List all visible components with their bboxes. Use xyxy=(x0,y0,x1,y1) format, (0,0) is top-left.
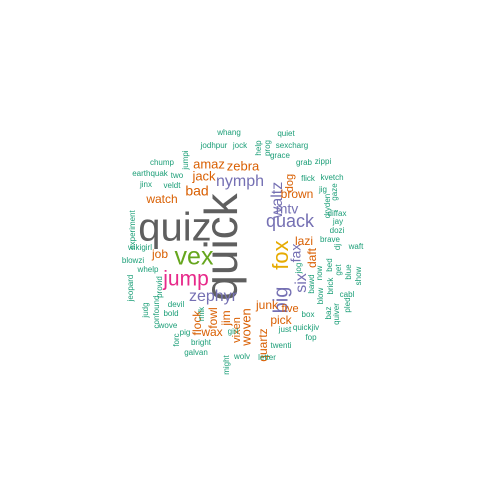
word-box: box xyxy=(302,310,315,319)
word-jock: jock xyxy=(232,141,248,150)
word-kvetch: kvetch xyxy=(320,173,343,182)
word-zebra: zebra xyxy=(227,158,260,173)
word-big: big xyxy=(270,287,292,314)
word-mtv: mtv xyxy=(276,201,299,217)
word-flock: flock xyxy=(190,310,204,336)
word-dozi: dozi xyxy=(330,226,345,235)
word-bold: bold xyxy=(163,309,178,318)
word-veldt: veldt xyxy=(164,181,182,190)
word-six: six xyxy=(293,273,310,293)
word-brick: brick xyxy=(326,277,335,295)
word-amaz: amaz xyxy=(193,156,225,171)
word-waft: waft xyxy=(348,242,364,251)
word-two: two xyxy=(171,171,184,180)
word-vex: vex xyxy=(175,243,214,271)
word-blue: blue xyxy=(344,264,353,280)
word-girl: girl xyxy=(228,327,239,336)
word-jim: jim xyxy=(219,310,233,326)
word-quick: quick xyxy=(195,192,247,300)
word-jumpi: jumpi xyxy=(181,150,190,170)
word-whelp: whelp xyxy=(137,265,159,274)
word-quack: quack xyxy=(266,211,315,231)
word-show: show xyxy=(354,266,363,285)
word-fowl: fowl xyxy=(206,307,220,328)
word-pick: pick xyxy=(270,313,292,327)
word-twenti: twenti xyxy=(271,341,292,350)
word-jay: jay xyxy=(332,217,343,226)
word-prog: prog xyxy=(263,140,272,156)
word-bed: bed xyxy=(325,258,334,271)
word-whang: whang xyxy=(216,128,241,137)
word-devil: devil xyxy=(168,300,185,309)
word-cabl: cabl xyxy=(340,290,355,299)
word-gaze: gaze xyxy=(330,183,339,201)
word-dryden: dryden xyxy=(323,194,332,218)
word-brave: brave xyxy=(320,235,341,244)
word-wikigirl: wikigirl xyxy=(127,243,152,252)
word-wolv: wolv xyxy=(233,352,250,361)
word-dj: dj xyxy=(333,244,342,250)
word-now: now xyxy=(315,265,324,280)
word-bad: bad xyxy=(185,183,208,199)
word-sexcharg: sexcharg xyxy=(276,141,308,150)
word-watch: watch xyxy=(145,192,177,206)
word-jodhpur: jodhpur xyxy=(200,141,228,150)
word-earthquak: earthquak xyxy=(132,169,169,178)
word-confound: confound xyxy=(152,296,161,329)
word-blowzi: blowzi xyxy=(122,256,144,265)
word-bawd: bawd xyxy=(307,274,316,293)
word-fax: fax xyxy=(288,244,304,263)
word-quickjiv: quickjiv xyxy=(293,323,319,332)
word-grace: grace xyxy=(270,151,291,160)
word-milk: milk xyxy=(197,306,206,321)
word-grab: grab xyxy=(296,158,313,167)
word-pled: pled xyxy=(343,297,352,312)
word-provid: provid xyxy=(155,276,164,298)
word-fox: fox xyxy=(268,240,293,269)
word-pig: pig xyxy=(180,328,191,337)
word-zippi: zippi xyxy=(315,157,332,166)
word-daft: daft xyxy=(305,247,319,268)
word-job: job xyxy=(151,247,168,261)
word-quiz: quiz xyxy=(138,206,211,250)
word-jig: jig xyxy=(318,185,327,194)
word-vixen: vixen xyxy=(231,317,243,343)
word-letter: letter xyxy=(258,353,276,362)
word-judg: judg xyxy=(141,302,150,318)
word-galvan: galvan xyxy=(184,348,208,357)
word-quartz: quartz xyxy=(256,328,270,361)
word-get: get xyxy=(334,264,343,276)
word-help: help xyxy=(254,140,263,156)
word-experiment: experiment xyxy=(128,209,137,249)
word-baz: baz xyxy=(324,307,333,320)
word-chump: chump xyxy=(150,158,175,167)
word-brown: brown xyxy=(281,187,314,201)
word-jack: jack xyxy=(191,168,216,183)
word-fop: fop xyxy=(305,333,317,342)
word-might: might xyxy=(222,354,231,374)
word-bright: bright xyxy=(191,338,212,347)
word-jinx: jinx xyxy=(139,180,152,189)
word-just: just xyxy=(278,325,292,334)
word-diffax: diffax xyxy=(328,209,347,218)
word-dog: dog xyxy=(284,174,296,192)
word-zephyr: zephyr xyxy=(189,288,238,305)
word-forc: forc xyxy=(172,333,181,346)
word-junk: junk xyxy=(255,298,279,312)
word-quiet: quiet xyxy=(277,129,295,138)
word-woven: woven xyxy=(238,308,253,347)
word-jog: jog xyxy=(294,263,303,275)
word-blow: blow xyxy=(316,288,325,305)
word-flick: flick xyxy=(301,174,316,183)
word-wove: wove xyxy=(158,321,178,330)
word-jeopard: jeopard xyxy=(126,275,135,303)
word-waltz: waltz xyxy=(269,182,286,219)
word-lazi: lazi xyxy=(295,234,313,248)
word-jump: jump xyxy=(162,268,209,291)
word-five: five xyxy=(281,303,298,315)
word-nymph: nymph xyxy=(216,173,264,190)
word-quiver: quiver xyxy=(332,303,341,325)
word-wax: wax xyxy=(200,325,222,339)
